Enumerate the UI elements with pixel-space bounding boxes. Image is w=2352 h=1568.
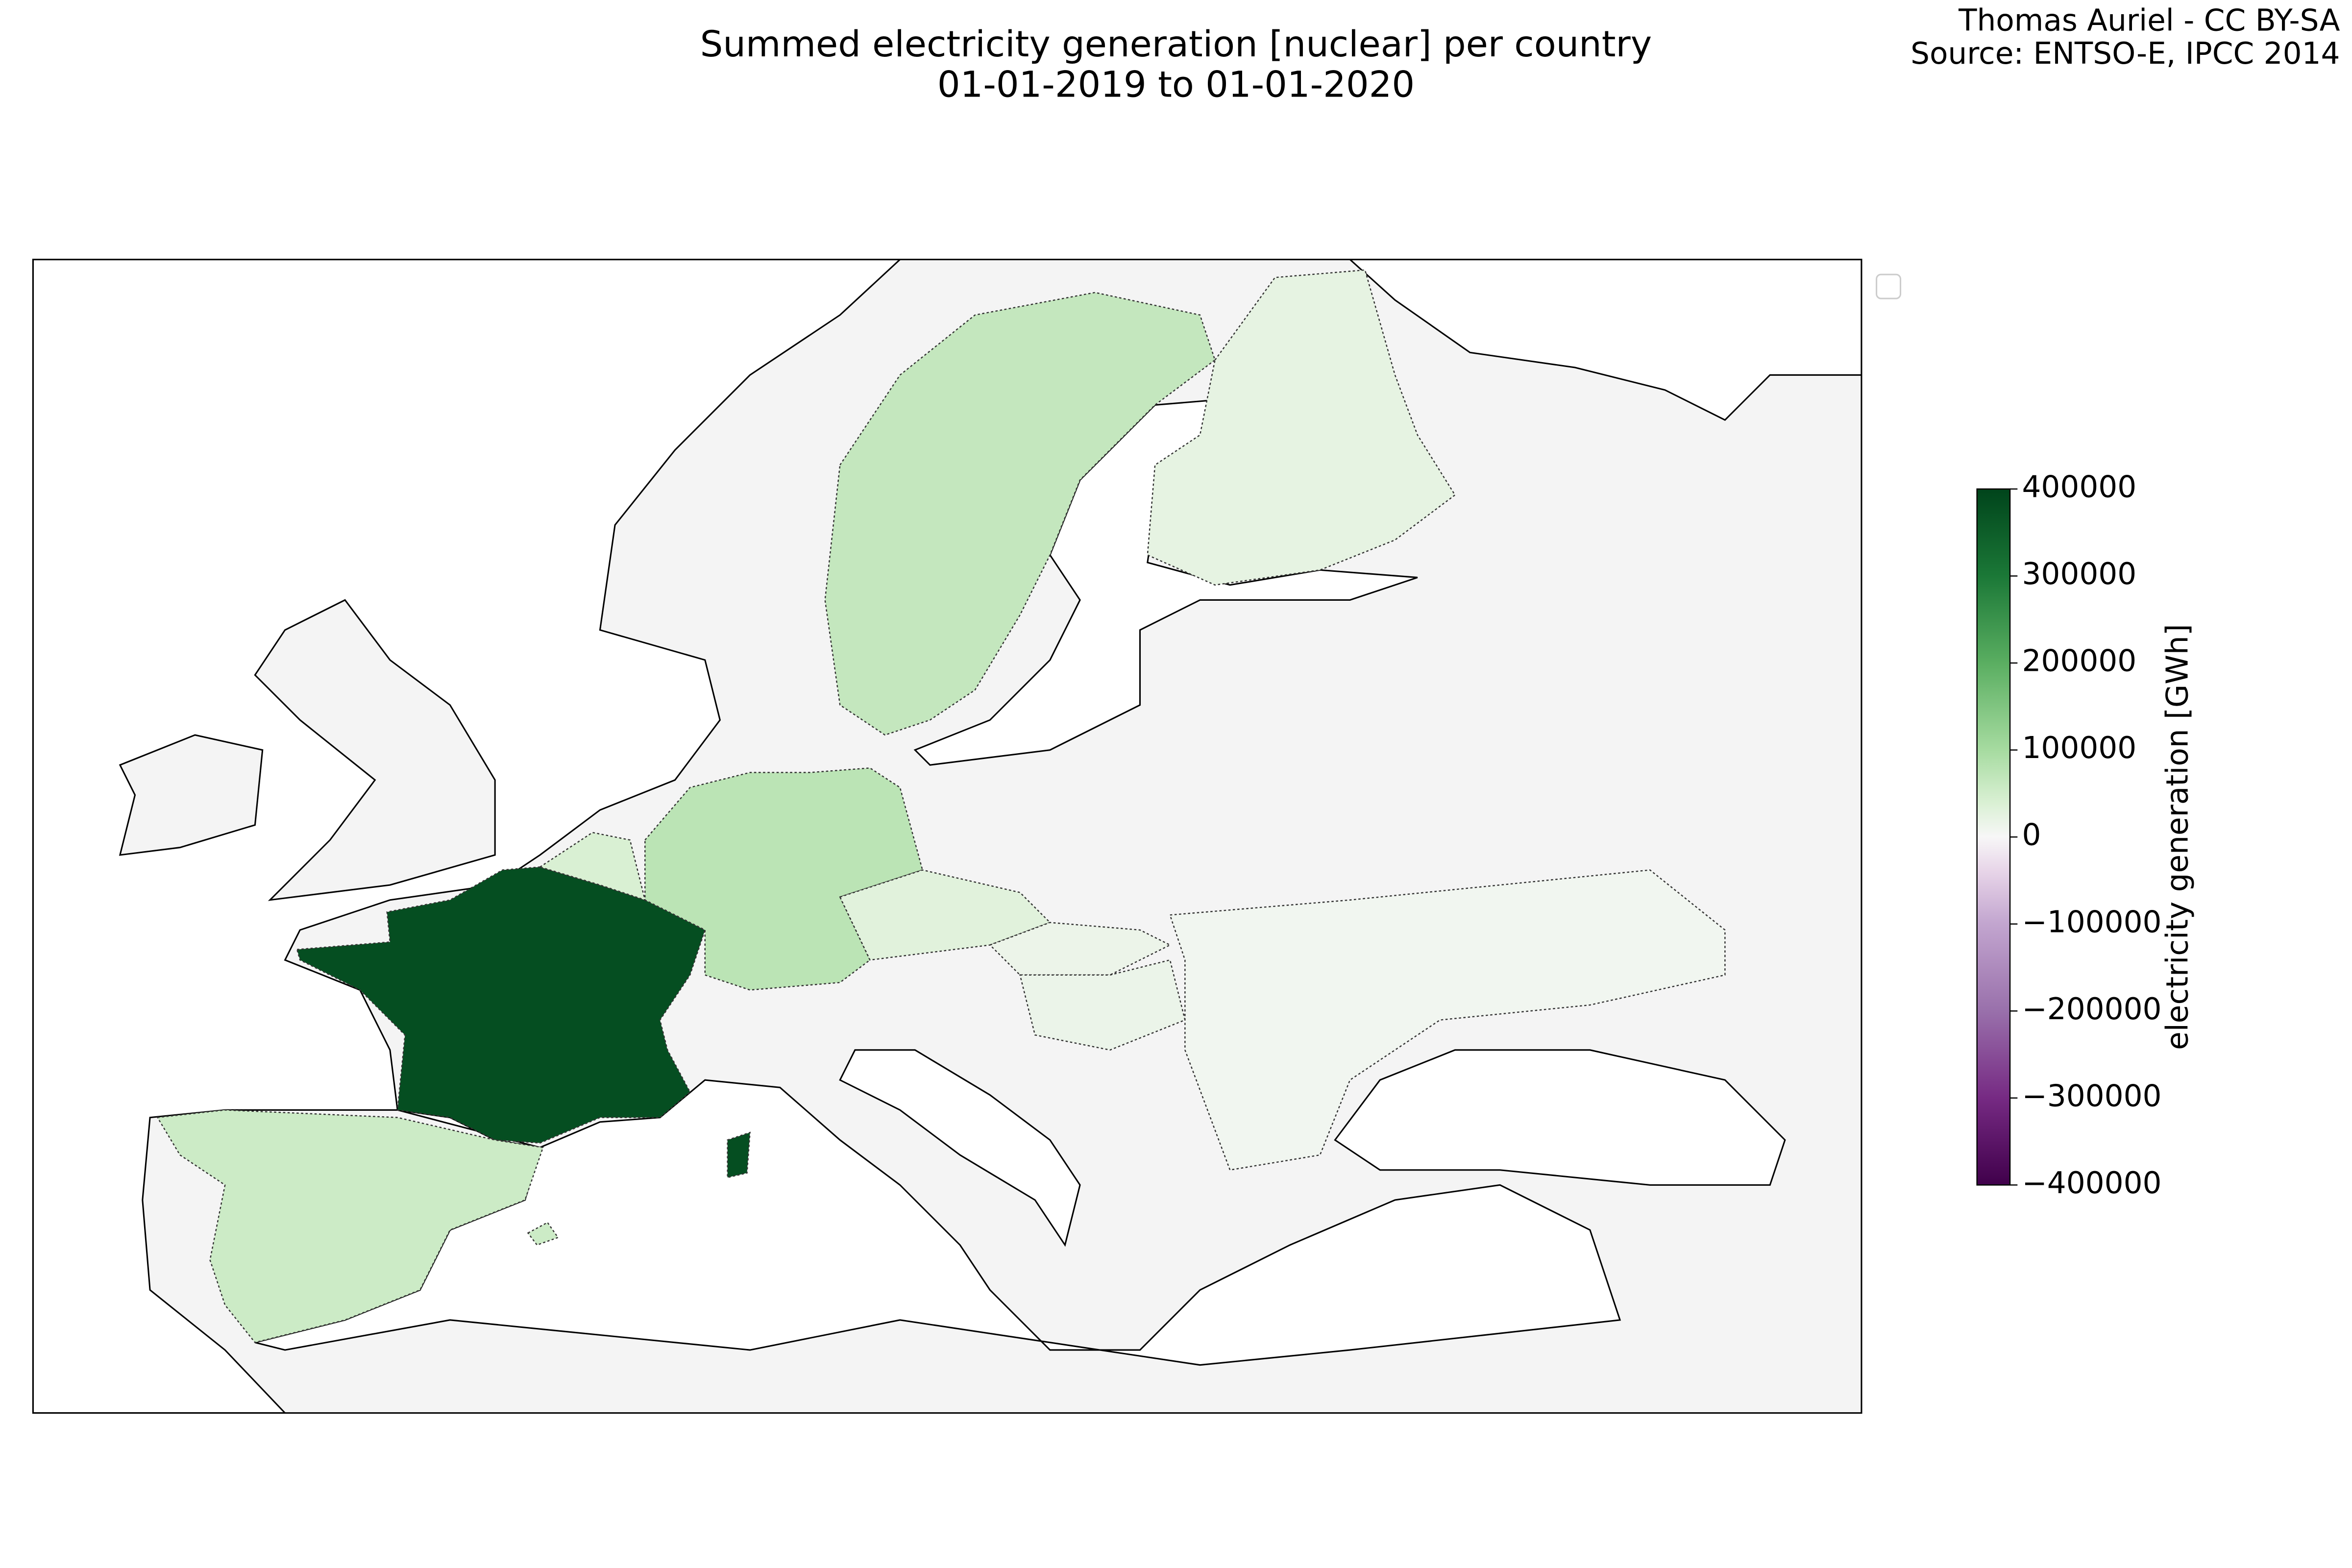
- ireland: [119, 734, 264, 856]
- colorbar-tick-label: 200000: [2022, 644, 2136, 679]
- colorbar-label: electricity generation [GWh]: [2160, 624, 2195, 1050]
- colorbar-tick-label: 300000: [2022, 557, 2136, 591]
- country-slovakia: [989, 922, 1172, 976]
- adriatic: [839, 1049, 1081, 1247]
- colorbar-tick-label: 0: [2022, 818, 2041, 853]
- islands: [119, 599, 496, 901]
- title: Summed electricity generation [nuclear] …: [700, 24, 1652, 65]
- attribution: Source: ENTSO-E, IPCC 2014: [1911, 36, 2340, 71]
- colorbar-tick-label: −300000: [2022, 1078, 2161, 1113]
- map: [33, 259, 1862, 1413]
- figure-content: Summed electricity generation [nuclear] …: [32, 3, 2340, 1414]
- legend: [1876, 273, 1902, 299]
- country-sweden: [824, 292, 1216, 736]
- colorbar-tick-label: −400000: [2022, 1166, 2161, 1200]
- country-ukraine: [1169, 869, 1726, 1171]
- barents: [1348, 259, 1862, 421]
- country-belgium: [539, 832, 646, 901]
- country-spain: [156, 1109, 559, 1344]
- black-sea: [1334, 1049, 1786, 1186]
- colorbar-tick-label: 100000: [2022, 731, 2136, 765]
- country-france: [296, 866, 751, 1178]
- great-britain: [254, 599, 496, 901]
- colorbar-tick-label: 400000: [2022, 470, 2136, 505]
- colorbar-tick-label: −100000: [2022, 905, 2161, 939]
- colorbar-tick-label: −200000: [2022, 992, 2161, 1027]
- colorbar: [1976, 488, 2011, 1186]
- country-finland: [1147, 269, 1456, 586]
- subtitle: 01-01-2019 to 01-01-2020: [937, 64, 1415, 106]
- attribution: Thomas Auriel - CC BY-SA: [1958, 3, 2340, 38]
- map-frame: [32, 259, 1862, 1414]
- countries: [156, 269, 1726, 1344]
